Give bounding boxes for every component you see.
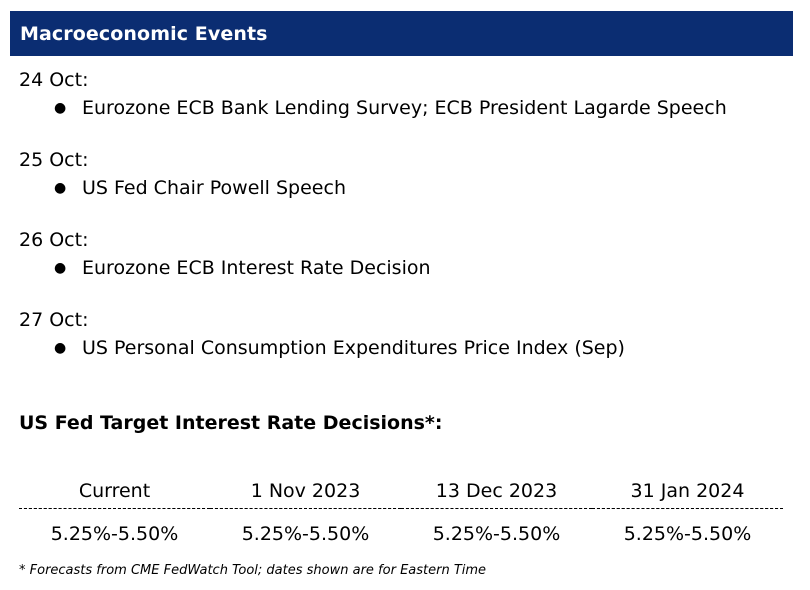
event-date: 27 Oct: [19,309,89,331]
table-row: 5.25%-5.50% 5.25%-5.50% 5.25%-5.50% 5.25… [19,509,783,558]
page-title: Macroeconomic Events [20,22,268,45]
table-header-row: Current 1 Nov 2023 13 Dec 2023 31 Jan 20… [19,474,783,509]
rate-cell: 5.25%-5.50% [241,523,370,545]
column-header: 31 Jan 2024 [592,474,783,509]
event-items: ● US Personal Consumption Expenditures P… [19,334,789,362]
event-group: 27 Oct: ● US Personal Consumption Expend… [19,306,789,386]
event-date: 26 Oct: [19,229,89,251]
event-item: ● US Fed Chair Powell Speech [19,174,789,202]
event-item-text: Eurozone ECB Bank Lending Survey; ECB Pr… [82,97,727,119]
column-header: 13 Dec 2023 [401,474,592,509]
event-group: 24 Oct: ● Eurozone ECB Bank Lending Surv… [19,66,789,146]
event-group: 26 Oct: ● Eurozone ECB Interest Rate Dec… [19,226,789,306]
rate-cell: 5.25%-5.50% [623,523,752,545]
bullet-icon: ● [54,180,67,196]
event-item-text: US Personal Consumption Expenditures Pri… [82,337,625,359]
event-date: 24 Oct: [19,69,89,91]
rate-cell: 5.25%-5.50% [432,523,561,545]
event-group: 25 Oct: ● US Fed Chair Powell Speech [19,146,789,226]
event-item-text: US Fed Chair Powell Speech [82,177,346,199]
header-bar: Macroeconomic Events [10,11,793,56]
bullet-icon: ● [54,100,67,116]
event-item: ● Eurozone ECB Bank Lending Survey; ECB … [19,94,789,122]
bullet-icon: ● [54,260,67,276]
event-item: ● Eurozone ECB Interest Rate Decision [19,254,789,282]
events-list: 24 Oct: ● Eurozone ECB Bank Lending Surv… [19,66,789,386]
rates-table: Current 1 Nov 2023 13 Dec 2023 31 Jan 20… [19,474,783,557]
rates-section-title: US Fed Target Interest Rate Decisions*: [19,412,443,434]
event-item-text: Eurozone ECB Interest Rate Decision [82,257,431,279]
event-items: ● US Fed Chair Powell Speech [19,174,789,202]
event-date: 25 Oct: [19,149,89,171]
event-items: ● Eurozone ECB Bank Lending Survey; ECB … [19,94,789,122]
event-item: ● US Personal Consumption Expenditures P… [19,334,789,362]
bullet-icon: ● [54,340,67,356]
column-header: 1 Nov 2023 [210,474,401,509]
event-items: ● Eurozone ECB Interest Rate Decision [19,254,789,282]
rate-cell: 5.25%-5.50% [50,523,179,545]
footnote: * Forecasts from CME FedWatch Tool; date… [19,563,487,578]
column-header: Current [19,474,210,509]
